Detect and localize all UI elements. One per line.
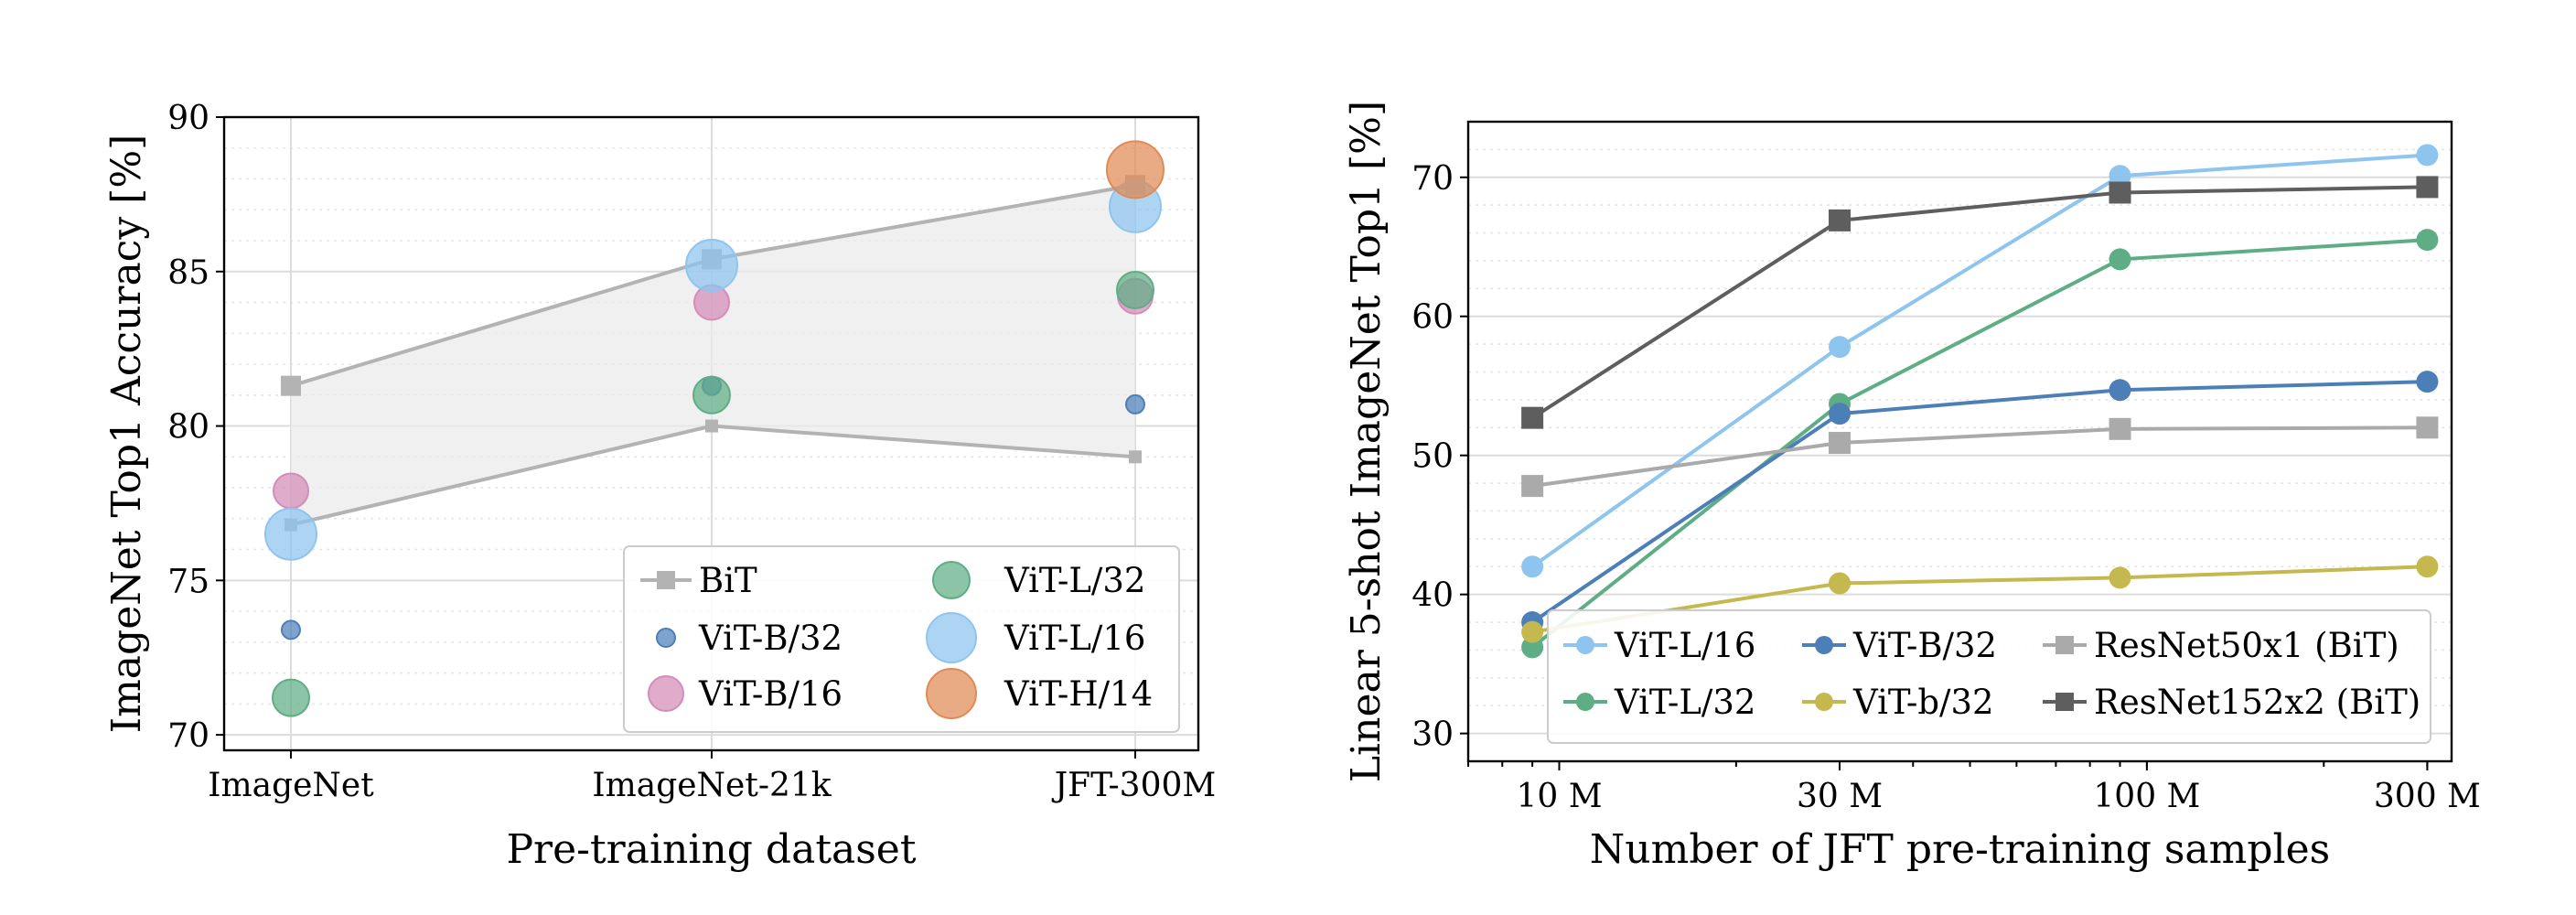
y-tick-label: 60: [1411, 299, 1454, 337]
y-tick-label: 85: [167, 254, 209, 292]
bit-lower-marker: [1129, 450, 1142, 464]
point-vit-b-16: [273, 472, 309, 510]
marker-resnet152x2-bit: [2109, 181, 2131, 204]
marker-vit-l-32: [1521, 636, 1544, 659]
marker-resnet50x1-bit: [2109, 417, 2131, 440]
line-vit-b-32: [1530, 380, 2428, 624]
legend-label-vit-b-32: ViT-B/32: [1852, 626, 1997, 665]
legend-label-vit-b-16: ViT-B/16: [698, 674, 843, 714]
legend-marker-bit-square: [657, 571, 675, 589]
bit-band-fill: [291, 185, 1135, 525]
point-vit-l-32: [272, 678, 310, 717]
plot-frame: [222, 115, 1200, 752]
legend-label-vit-l-32: ViT-L/32: [1004, 561, 1145, 600]
legend-marker-vit-b-32: [1815, 636, 1833, 654]
bit-lower-marker: [705, 419, 718, 433]
legend-label-vit-b-32: ViT-b/32: [1852, 683, 1994, 722]
legend-marker-vit-b-16: [648, 675, 684, 712]
legend-marker-vit-l-16: [926, 612, 977, 663]
marker-vit-b-32: [2109, 566, 2131, 589]
legend-marker-resnet152x2-bit: [2055, 693, 2074, 711]
line-vit-l-32: [1530, 238, 2428, 649]
y-tick-label: 90: [167, 100, 209, 137]
bit-upper-marker: [281, 375, 301, 396]
marker-vit-l-16: [2109, 165, 2131, 188]
legend-label-vit-b-32: ViT-B/32: [698, 619, 843, 658]
legend-marker-vit-l-32: [1576, 693, 1594, 711]
marker-resnet50x1-bit: [2416, 416, 2439, 439]
marker-vit-b-32: [1829, 572, 1852, 595]
legend-label-vit-h-14: ViT-H/14: [1004, 674, 1153, 714]
plot-frame: [1466, 120, 2453, 763]
chart-jft-samples: 30 40 50 60 70 10 M 30 M 100 M 300 M Number of JF…: [1343, 101, 2481, 873]
legend-label-bit: BiT: [699, 561, 757, 600]
legend-label-vit-l-16: ViT-L/16: [1004, 619, 1145, 658]
marker-vit-l-16: [1829, 336, 1852, 359]
legend-label-resnet50x1-bit: ResNet50x1 (BiT): [2094, 626, 2399, 665]
line-vit-b-32: [1531, 565, 2428, 634]
legend-marker-vit-l-32: [932, 561, 971, 599]
y-axis-label: ImageNet Top1 Accuracy [%]: [103, 135, 150, 734]
legend-label-vit-l-32: ViT-L/32: [1614, 683, 1755, 722]
legend: BiT ViT-B/32 ViT-B/16 ViT-L/32 ViT-L/16 ViT-H…: [623, 545, 1180, 733]
marker-resnet50x1-bit: [1829, 432, 1852, 455]
line-resnet50x1-bit: [1531, 425, 2428, 489]
point-vit-b-32: [1125, 393, 1145, 414]
y-tick-label: 75: [167, 563, 209, 600]
legend-marker-vit-h-14: [926, 668, 977, 719]
marker-vit-b-32: [2416, 371, 2439, 393]
marker-vit-b-32: [1521, 620, 1544, 643]
marker-vit-b-32: [1829, 403, 1852, 425]
marker-vit-l-16: [2416, 144, 2439, 167]
x-axis-label: Number of JFT pre-training samples: [1590, 826, 2330, 873]
marker-resnet152x2-bit: [1829, 209, 1852, 231]
legend: ViT-L/16 ViT-L/32 ViT-B/32 ViT-b/32 ResNet50…: [1547, 609, 2431, 744]
point-vit-l-32: [1116, 271, 1154, 310]
x-tick-label: JFT-300M: [1051, 767, 1217, 804]
y-axis-label: Linear 5-shot ImageNet Top1 [%]: [1343, 101, 1390, 782]
legend-label-resnet152x2-bit: ResNet152x2 (BiT): [2094, 683, 2420, 722]
marker-vit-l-32: [2109, 248, 2131, 271]
legend-marker-vit-l-16: [1576, 636, 1594, 654]
chart-pretraining-dataset: 70 75 80 85 90 ImageNet ImageNet-21k JFT-300M Pr…: [103, 100, 1216, 873]
y-tick-label: 70: [1411, 160, 1454, 198]
point-vit-h-14: [1106, 140, 1165, 199]
marker-vit-l-16: [1521, 555, 1544, 578]
legend-marker-resnet50x1-bit: [2055, 636, 2074, 654]
point-vit-l-16: [264, 507, 317, 561]
legend-marker-vit-b-32: [656, 628, 676, 648]
x-tick-label: 10 M: [1516, 778, 1602, 815]
marker-resnet152x2-bit: [1521, 406, 1544, 429]
y-tick-label: 40: [1411, 577, 1454, 615]
x-tick-label: 30 M: [1797, 778, 1883, 815]
point-vit-b-32: [281, 619, 301, 640]
marker-vit-b-32: [2416, 555, 2439, 578]
legend-label-vit-l-16: ViT-L/16: [1614, 626, 1755, 665]
marker-vit-b-32: [2109, 379, 2131, 402]
legend-box: [623, 545, 1180, 733]
line-vit-l-16: [1530, 153, 2428, 568]
x-tick-label: ImageNet-21k: [592, 767, 832, 804]
point-vit-l-32: [692, 375, 731, 414]
marker-vit-l-32: [2416, 229, 2439, 252]
legend-marker-vit-b-32: [1815, 693, 1833, 711]
legend-box: [1547, 609, 2431, 744]
marker-resnet152x2-bit: [2416, 176, 2439, 199]
y-tick-label: 80: [167, 409, 209, 447]
x-tick-label: ImageNet: [208, 767, 374, 804]
y-tick-label: 30: [1411, 716, 1454, 754]
y-tick-label: 70: [167, 717, 209, 755]
marker-resnet50x1-bit: [1521, 475, 1544, 498]
point-vit-l-16: [685, 239, 738, 293]
x-tick-label: 300 M: [2374, 778, 2481, 815]
line-resnet152x2-bit: [1531, 185, 2428, 420]
y-tick-label: 50: [1411, 438, 1454, 476]
x-tick-label: 100 M: [2093, 778, 2200, 815]
x-axis-label: Pre-training dataset: [506, 826, 916, 873]
